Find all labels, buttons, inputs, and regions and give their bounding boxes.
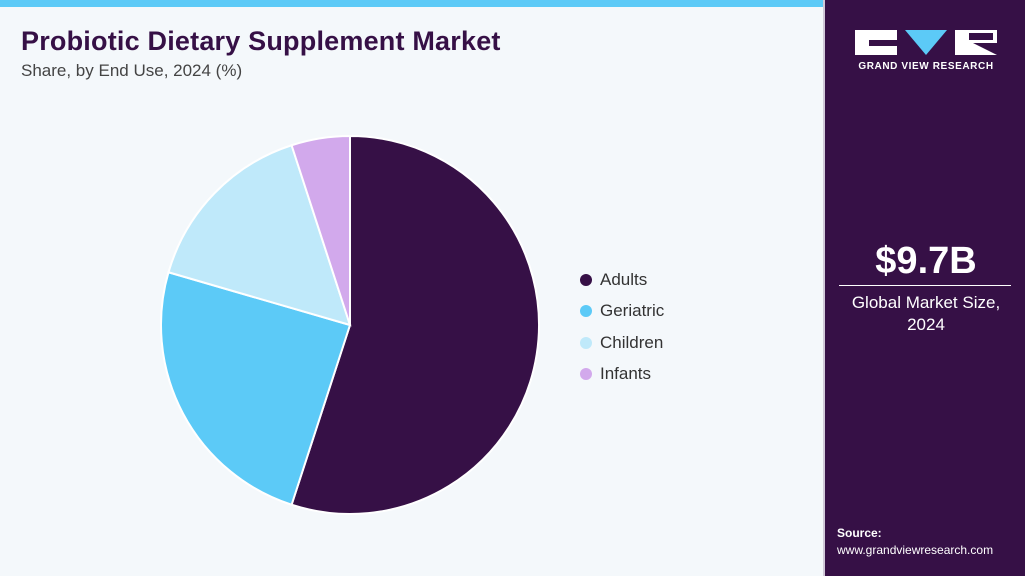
source-label: Source: xyxy=(837,526,882,540)
accent-bar xyxy=(0,0,823,7)
legend-swatch-infants xyxy=(580,368,592,381)
chart-legend: Adults Geriatric Children Infants xyxy=(580,264,664,390)
legend-swatch-geriatric xyxy=(580,305,592,318)
legend-label: Infants xyxy=(600,364,652,384)
pie-slices xyxy=(160,134,540,515)
legend-item-adults: Adults xyxy=(580,264,664,296)
legend-item-children: Children xyxy=(580,327,664,359)
chart-title: Probiotic Dietary Supplement Market xyxy=(21,26,501,56)
pie-slice-geriatric xyxy=(160,271,352,507)
legend-label: Adults xyxy=(600,269,648,289)
legend-label: Children xyxy=(600,332,664,352)
pie-chart xyxy=(160,134,540,515)
market-size-value: $9.7B xyxy=(875,240,977,282)
market-size-label-line1: Global Market Size, xyxy=(851,293,1001,312)
chart-panel: Probiotic Dietary Supplement Market Shar… xyxy=(0,0,823,576)
legend-swatch-children xyxy=(580,336,592,349)
pie-slice-infants xyxy=(290,134,351,326)
divider xyxy=(839,285,1011,286)
legend-item-infants: Infants xyxy=(580,359,664,391)
chart-subtitle: Share, by End Use, 2024 (%) xyxy=(21,61,243,80)
source-url: www.grandviewresearch.com xyxy=(837,543,994,557)
legend-swatch-adults xyxy=(580,273,592,286)
legend-label: Geriatric xyxy=(600,301,665,321)
grand-view-research-logo-icon xyxy=(855,30,997,55)
pie-slice-children xyxy=(167,143,352,327)
market-size-label: Global Market Size, 2024 xyxy=(825,292,1025,336)
market-size-label-line2: 2024 xyxy=(907,315,945,334)
legend-item-geriatric: Geriatric xyxy=(580,296,664,328)
sidebar: GRAND VIEW RESEARCH $9.7B Global Market … xyxy=(823,0,1025,576)
pie-slice-adults xyxy=(290,134,540,515)
logo-text: GRAND VIEW RESEARCH xyxy=(858,61,994,72)
